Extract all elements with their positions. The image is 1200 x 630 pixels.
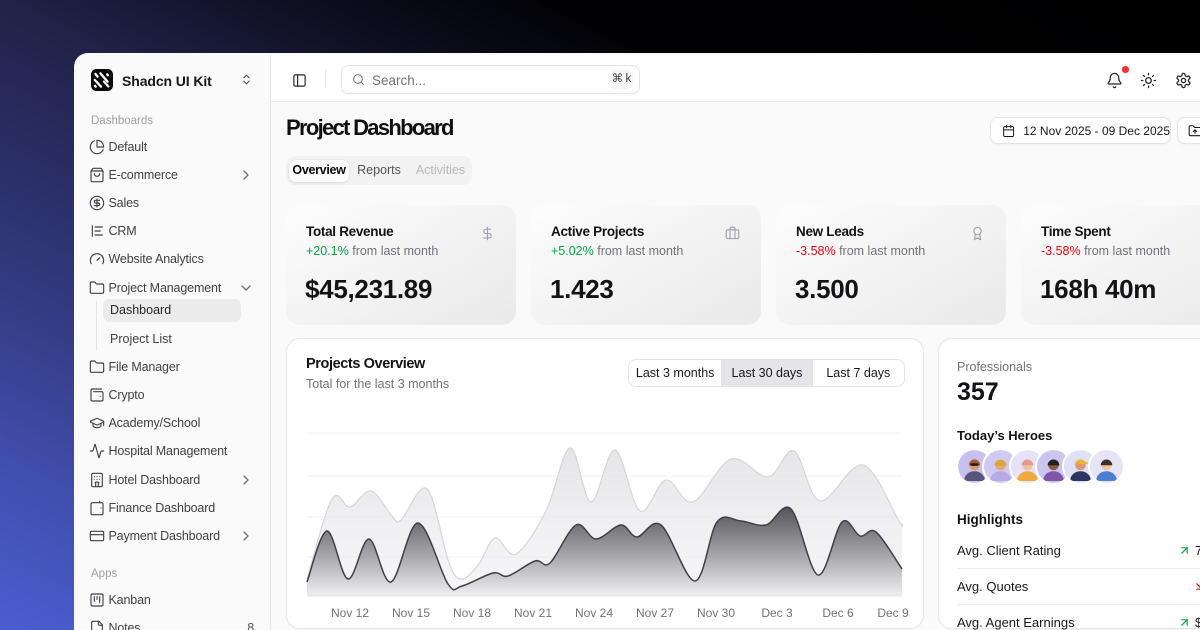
svg-text:Nov 24: Nov 24 [575,606,613,620]
svg-text:Nov 21: Nov 21 [514,606,552,620]
svg-text:Nov 12: Nov 12 [331,606,369,620]
svg-text:Dec 3: Dec 3 [761,606,793,620]
svg-text:Nov 30: Nov 30 [697,606,735,620]
svg-text:Nov 15: Nov 15 [392,606,430,620]
svg-text:Dec 9: Dec 9 [877,606,909,620]
svg-text:Nov 18: Nov 18 [453,606,491,620]
svg-text:Dec 6: Dec 6 [822,606,854,620]
svg-text:Nov 27: Nov 27 [636,606,674,620]
